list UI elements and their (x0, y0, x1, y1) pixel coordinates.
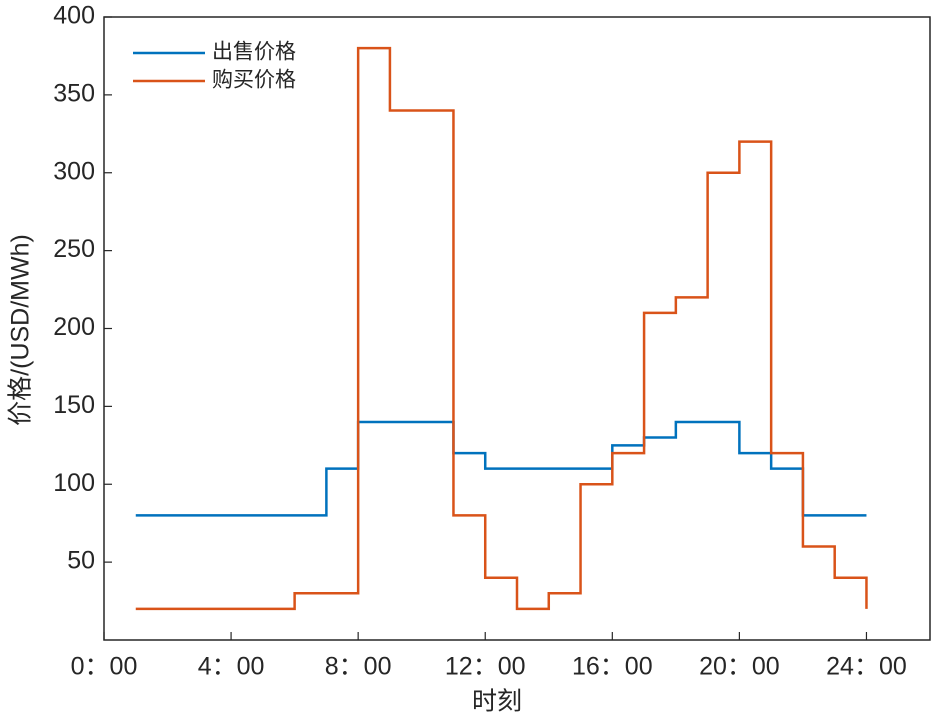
legend-label: 购买价格 (212, 69, 296, 92)
y-tick-label: 250 (53, 235, 95, 263)
y-tick-label: 150 (53, 391, 95, 419)
x-tick-label: 8：00 (325, 653, 392, 681)
x-tick-label: 12：00 (445, 653, 526, 681)
series-line (135, 46, 868, 611)
x-tick-label: 24：00 (826, 653, 907, 681)
y-tick-label: 350 (53, 79, 95, 107)
y-tick-label: 400 (53, 2, 95, 30)
x-tick-label: 4：00 (198, 653, 265, 681)
y-axis-label: 价格/(USD/MWh) (7, 234, 35, 426)
legend-label: 出售价格 (212, 41, 296, 64)
x-tick-label: 20：00 (699, 653, 780, 681)
y-tick-label: 50 (67, 547, 95, 575)
y-tick-label: 300 (53, 157, 95, 185)
x-tick-label: 0：00 (71, 653, 138, 681)
y-tick-label: 100 (53, 469, 95, 497)
x-tick-label: 16：00 (572, 653, 653, 681)
x-axis-label: 时刻 (472, 688, 522, 716)
y-tick-label: 200 (53, 313, 95, 341)
series-line (135, 420, 867, 517)
